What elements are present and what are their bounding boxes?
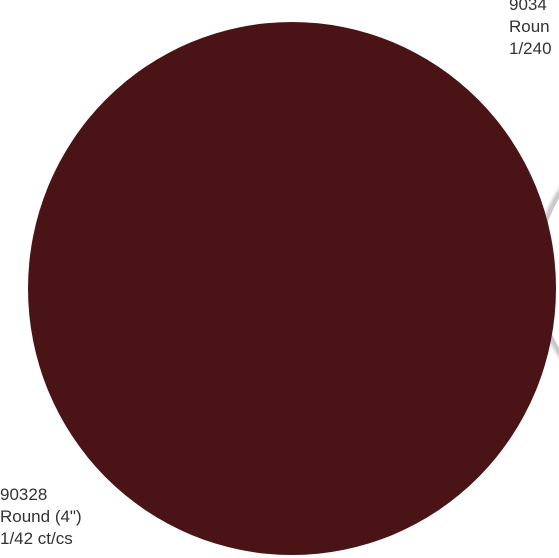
product-shape: Roun [509, 17, 550, 36]
product-code: 90328 [0, 485, 48, 504]
product-pack: 1/42 ct/cs [0, 529, 73, 548]
product-pack: 1/240 [509, 39, 552, 58]
product-label: 90328 Round (4") 1/42 ct/cs [0, 484, 82, 550]
product-label-partial: 9034 Roun 1/240 [509, 0, 552, 60]
product-code: 9034 [509, 0, 547, 14]
product-shape: Round (4") [0, 507, 82, 526]
round-product-disc [28, 22, 556, 555]
